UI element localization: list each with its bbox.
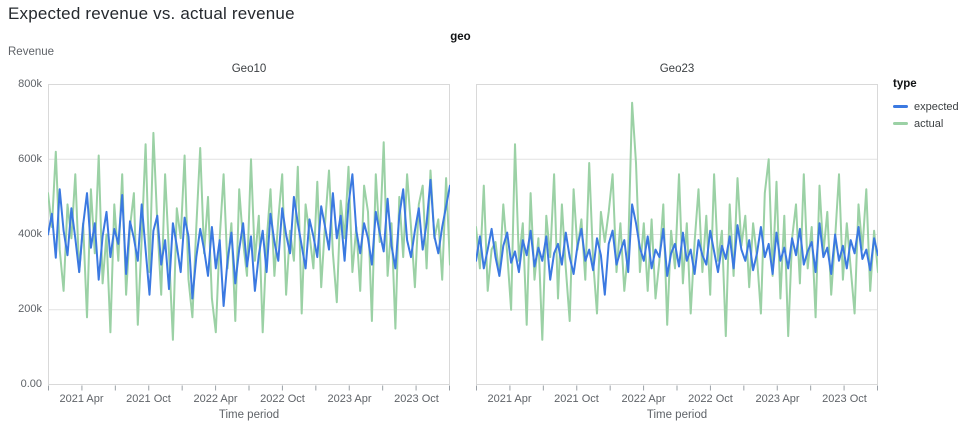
x-axis-title: Time period bbox=[218, 409, 280, 421]
chart-legend: type expected actual bbox=[893, 78, 958, 132]
x-tick-label: 2022 Apr bbox=[193, 393, 238, 405]
facet-header-geo: geo bbox=[450, 31, 471, 43]
legend-title: type bbox=[893, 78, 917, 90]
page-title: Expected revenue vs. actual revenue bbox=[8, 4, 295, 23]
actual-line bbox=[48, 131, 450, 341]
x-axis-title: Time period bbox=[646, 409, 708, 421]
x-tick-label: 2023 Apr bbox=[755, 393, 800, 405]
legend-item-label: actual bbox=[914, 117, 944, 130]
legend-item-expected: expected bbox=[893, 98, 958, 115]
x-tick-label: 2022 Apr bbox=[621, 393, 666, 405]
line-chart-geo10[interactable] bbox=[48, 84, 450, 392]
x-tick-label: 2023 Oct bbox=[394, 393, 439, 405]
line-chart-geo23[interactable] bbox=[476, 84, 878, 392]
x-tick-label: 2023 Apr bbox=[327, 393, 372, 405]
panel-geo23: Geo23 2021 Apr 2021 Oct 2022 Apr 2022 Oct 202… bbox=[476, 58, 878, 421]
legend-item-actual: actual bbox=[893, 115, 957, 132]
y-tick-label: 600k bbox=[18, 152, 42, 165]
x-tick-label: 2021 Oct bbox=[126, 393, 171, 405]
x-tick-label: 2021 Apr bbox=[59, 393, 104, 405]
y-axis-tick-labels: 800k 600k 400k 200k 0.00 bbox=[0, 78, 42, 390]
legend-item-label: expected bbox=[914, 100, 958, 113]
y-tick-label: 0.00 bbox=[20, 377, 42, 390]
legend-items: expected actual bbox=[893, 98, 958, 132]
y-tick-label: 200k bbox=[18, 302, 42, 315]
actual-swatch-icon bbox=[893, 122, 908, 125]
panel-geo10: Geo10 2021 Apr 2021 Oct 2022 Apr 2022 Oct 202… bbox=[48, 58, 450, 421]
expected-swatch-icon bbox=[893, 105, 908, 108]
x-tick-label: 2023 Oct bbox=[822, 393, 867, 405]
y-tick-label: 400k bbox=[18, 227, 42, 240]
y-tick-label: 800k bbox=[18, 77, 42, 90]
panel-title: Geo23 bbox=[659, 63, 695, 75]
y-axis-title: Revenue bbox=[8, 46, 55, 58]
x-axis-tick-labels: 2021 Apr 2021 Oct 2022 Apr 2022 Oct 2023 Apr… bbox=[476, 393, 878, 406]
x-tick-label: 2021 Oct bbox=[554, 393, 599, 405]
actual-line bbox=[476, 101, 878, 341]
x-tick-label: 2021 Apr bbox=[487, 393, 532, 405]
expected-line bbox=[48, 173, 450, 307]
panel-title: Geo10 bbox=[231, 63, 267, 75]
x-tick-label: 2022 Oct bbox=[688, 393, 733, 405]
chart-panels: Geo10 2021 Apr 2021 Oct 2022 Apr 2022 Oct 202… bbox=[48, 58, 878, 421]
x-tick-label: 2022 Oct bbox=[260, 393, 305, 405]
expected-line bbox=[476, 203, 878, 296]
x-axis-tick-labels: 2021 Apr 2021 Oct 2022 Apr 2022 Oct 2023 Apr… bbox=[48, 393, 450, 406]
